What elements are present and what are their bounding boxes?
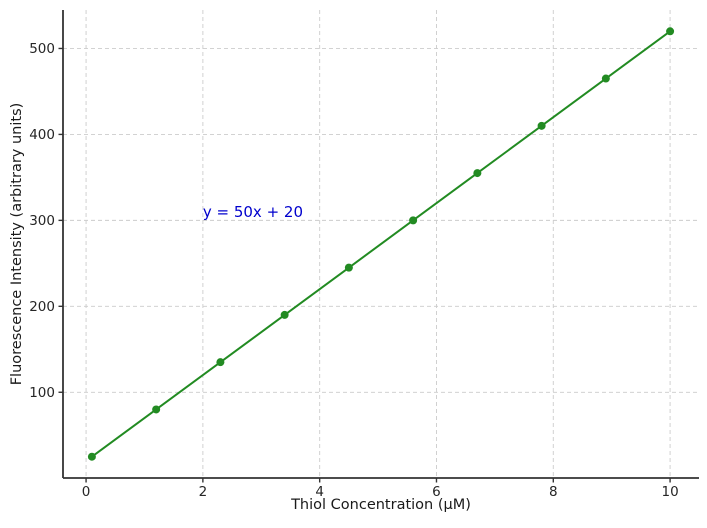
y-tick-label: 500 [29,41,55,57]
x-tick-label: 10 [661,484,678,500]
x-tick-label: 2 [199,484,208,500]
data-point [666,27,675,36]
x-tick-label: 0 [82,484,91,500]
y-tick-label: 400 [29,127,55,143]
y-tick-label: 300 [29,213,55,229]
y-tick-label: 100 [29,385,55,401]
data-point [601,74,610,83]
equation-annotation: y = 50x + 20 [202,202,303,221]
data-point [473,169,482,178]
x-tick-label: 4 [315,484,324,500]
x-axis-title: Thiol Concentration (μM) [291,497,471,513]
data-point [409,216,418,225]
data-point [280,310,289,319]
data-line [90,30,672,458]
data-point [537,121,546,130]
data-point [216,358,225,367]
x-tick-label: 6 [432,484,441,500]
data-point [87,452,96,461]
y-axis-title: Fluorescence Intensity (arbitrary units) [9,102,25,386]
x-tick-label: 8 [549,484,558,500]
data-point [152,405,161,414]
y-tick-label: 200 [29,299,55,315]
data-point [344,263,353,272]
